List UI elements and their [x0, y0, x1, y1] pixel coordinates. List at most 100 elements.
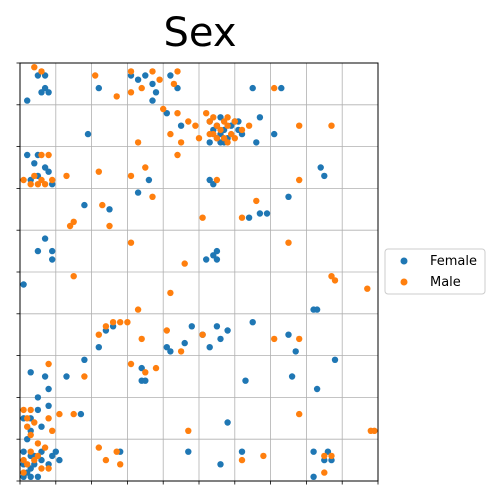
data-point-female	[38, 89, 45, 96]
data-point-male	[271, 335, 278, 343]
data-point-female	[288, 373, 296, 380]
data-point-female	[24, 436, 31, 443]
legend-box	[384, 248, 486, 295]
data-point-female	[134, 76, 142, 83]
data-point-female	[34, 72, 42, 79]
data-point-male	[92, 72, 99, 79]
data-point-female	[213, 256, 221, 263]
data-point-female	[81, 356, 88, 363]
plot-frame	[19, 62, 379, 482]
data-point-male	[124, 319, 131, 326]
data-point-female	[271, 130, 278, 138]
data-point-female	[206, 344, 213, 351]
data-point-female	[331, 356, 339, 363]
data-point-male	[95, 331, 103, 338]
data-point-male	[285, 239, 292, 246]
data-point-female	[41, 235, 49, 242]
data-point-male	[331, 277, 339, 284]
series-male	[20, 63, 378, 476]
data-point-female	[20, 281, 27, 288]
data-point-female	[24, 151, 31, 159]
data-point-female	[24, 97, 31, 104]
data-point-male	[56, 410, 63, 418]
legend: Female Male	[384, 248, 486, 295]
data-point-male	[134, 306, 142, 313]
data-point-female	[52, 448, 59, 455]
data-point-male	[231, 135, 238, 142]
data-point-male	[31, 456, 38, 464]
data-point-male	[70, 410, 77, 418]
legend-marker-male	[400, 278, 408, 286]
data-point-female	[263, 210, 271, 217]
data-point-female	[313, 306, 321, 313]
data-point-female	[285, 331, 292, 338]
data-point-male	[127, 360, 135, 368]
data-point-female	[181, 339, 188, 347]
data-point-male	[102, 323, 110, 330]
axis-ticks	[16, 62, 379, 485]
data-point-female	[285, 193, 292, 200]
data-point-male	[142, 164, 149, 171]
data-point-male	[27, 448, 34, 455]
data-point-male	[109, 319, 117, 326]
data-point-male	[174, 151, 181, 159]
data-point-female	[63, 373, 70, 380]
data-point-female	[49, 256, 56, 263]
data-point-female	[34, 247, 42, 255]
data-point-male	[117, 461, 124, 468]
data-point-male	[24, 415, 31, 422]
data-point-female	[217, 335, 224, 343]
data-point-female	[27, 369, 34, 376]
data-point-male	[149, 193, 156, 200]
data-point-male	[113, 93, 120, 100]
data-point-female	[210, 252, 217, 259]
data-point-male	[49, 427, 56, 434]
data-point-male	[170, 80, 178, 88]
data-point-male	[174, 110, 181, 117]
data-point-female	[317, 164, 324, 171]
data-point-female	[292, 348, 299, 355]
data-point-female	[45, 402, 52, 409]
data-point-male	[41, 444, 49, 451]
data-point-male	[113, 448, 120, 455]
data-point-male	[199, 331, 206, 338]
data-point-male	[31, 172, 38, 180]
data-point-male	[231, 118, 238, 125]
data-point-male	[20, 469, 27, 476]
data-point-male	[328, 122, 335, 129]
data-point-female	[177, 122, 185, 129]
data-point-male	[228, 130, 235, 138]
data-point-male	[253, 197, 260, 205]
data-point-male	[134, 139, 142, 146]
data-point-male	[238, 456, 246, 464]
data-point-male	[167, 289, 174, 297]
data-point-female	[77, 410, 85, 418]
data-point-female	[245, 214, 253, 221]
data-point-male	[138, 84, 145, 92]
data-point-female	[138, 364, 145, 372]
data-point-female	[81, 201, 88, 209]
data-point-male	[245, 122, 253, 129]
data-point-male	[213, 122, 221, 129]
data-point-male	[102, 456, 110, 464]
data-point-female	[167, 348, 174, 355]
data-point-male	[174, 68, 181, 75]
data-point-male	[185, 427, 192, 434]
data-point-female	[203, 256, 210, 263]
data-point-male	[20, 456, 27, 464]
data-point-male	[224, 114, 231, 121]
data-point-male	[34, 181, 42, 188]
data-point-female	[152, 89, 160, 96]
data-point-female	[224, 419, 231, 426]
data-point-female	[206, 139, 213, 146]
data-point-female	[249, 319, 256, 326]
data-point-female	[34, 406, 42, 414]
data-point-male	[321, 469, 328, 476]
data-point-female	[310, 448, 317, 455]
data-point-male	[192, 122, 199, 129]
data-point-male	[217, 126, 224, 134]
data-point-male	[70, 218, 77, 225]
data-point-male	[38, 151, 45, 159]
data-point-male	[34, 440, 42, 447]
